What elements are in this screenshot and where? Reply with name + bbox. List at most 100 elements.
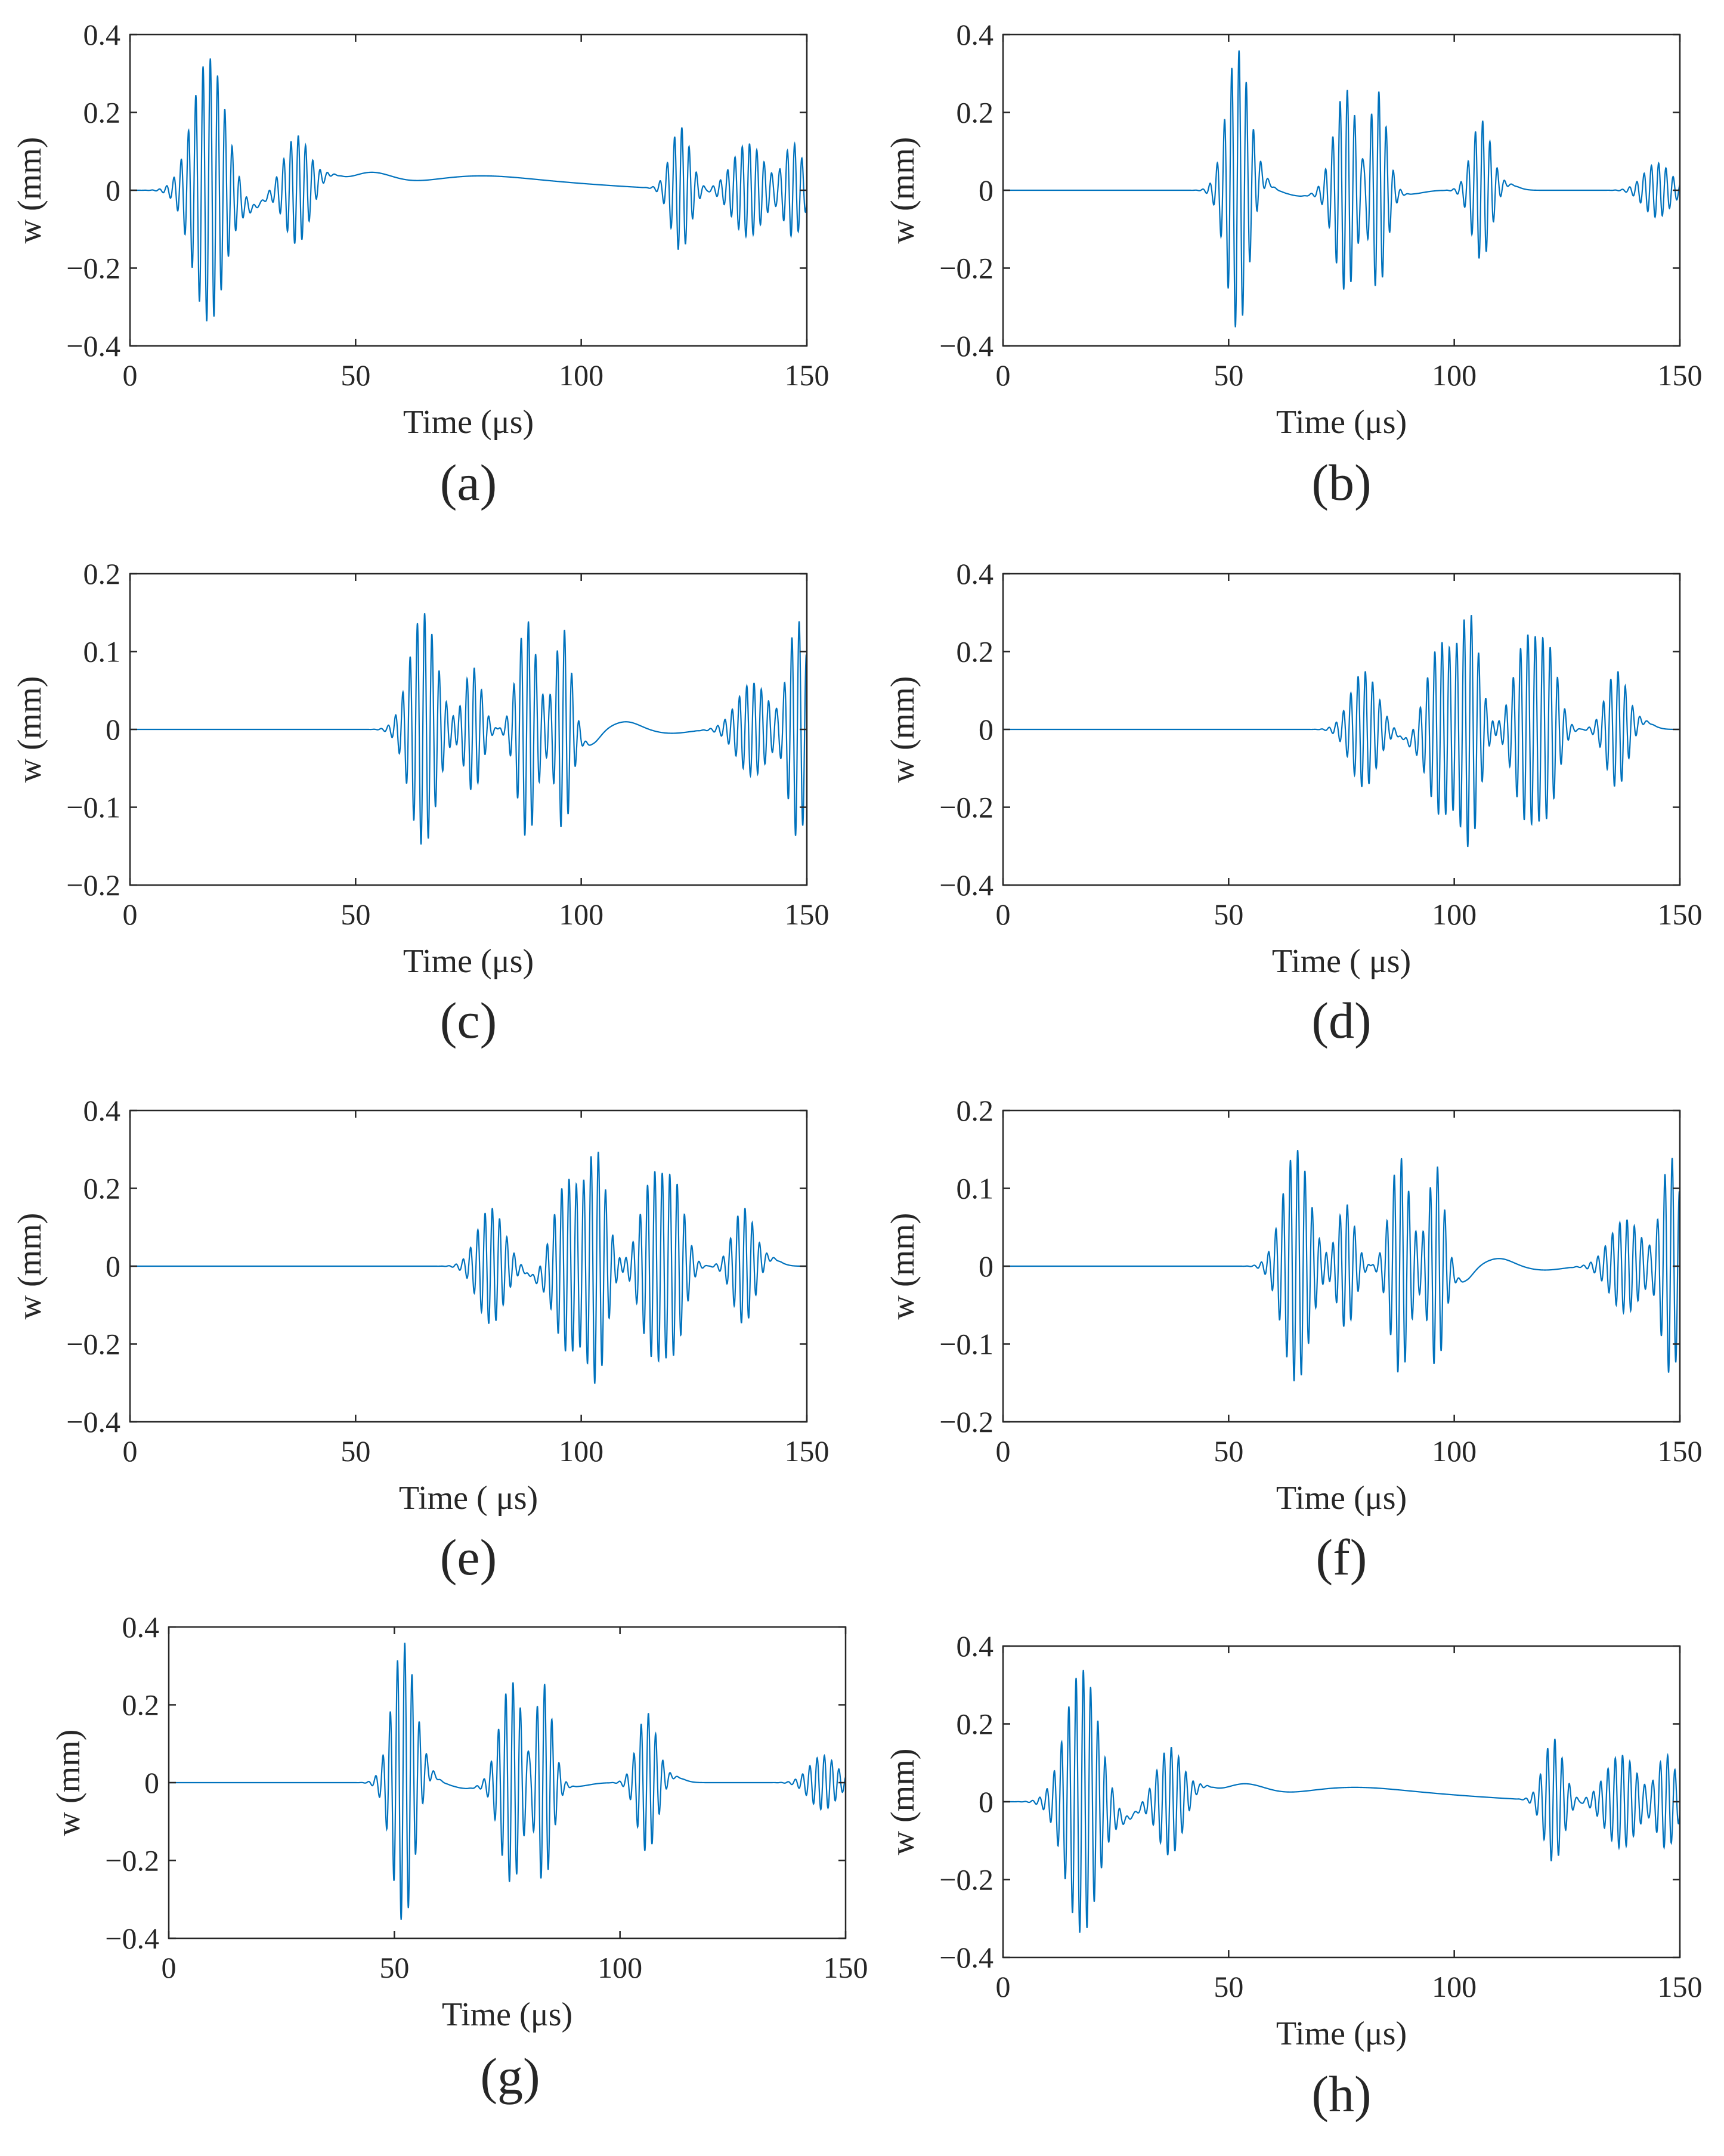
y-tick-label: −0.2 [939,1405,993,1439]
series-line-w [130,1152,807,1384]
y-tick-label: 0.2 [957,96,994,129]
x-tick-label: 50 [341,898,370,931]
y-tick-label: 0.4 [957,557,994,590]
x-axis-label: Time (μs) [1276,2015,1407,2052]
y-tick-label: 0.2 [957,635,994,669]
panel-caption: (b) [1311,454,1371,511]
x-tick-label: 50 [1214,898,1243,931]
y-tick-label: −0.2 [66,868,120,902]
x-axis-label: Time (μs) [442,1996,572,2033]
y-tick-label: 0.1 [83,635,121,669]
y-tick-label: 0 [144,1766,159,1799]
x-tick-label: 100 [559,358,603,392]
panel-d: 0 50 100 150 −0.4 −0.2 0 0.2 0.4 Time ( μs) w (mm)… [884,557,1703,1049]
y-tick-label: −0.4 [66,1405,120,1439]
x-axis-label: Time (μs) [403,943,534,980]
x-tick-label: 100 [1432,1970,1477,2003]
x-tick-label: 150 [1658,1434,1703,1468]
axes-box [1002,1645,1681,1959]
y-tick-label: 0.2 [83,96,121,129]
x-tick-label: 150 [1658,1970,1703,2003]
y-axis-label: w (mm) [884,137,921,244]
panel-a: 0 50 100 150 −0.4 −0.2 0 0.2 0.4 Time (μs) w (mm) (… [11,18,829,511]
x-tick-label: 0 [123,358,138,392]
x-tick-label: 100 [1432,1434,1477,1468]
series-line-w [1003,1150,1681,1382]
y-tick-label: 0.4 [957,1629,994,1663]
x-tick-label: 0 [996,358,1011,392]
y-tick-label: −0.1 [66,791,120,824]
x-tick-label: 50 [341,358,370,392]
panel-f: 0 50 100 150 −0.2 −0.1 0 0.1 0.2 Time (μs) w (mm) (… [884,1094,1703,1586]
x-tick-label: 0 [123,898,138,931]
y-axis-label: w (mm) [884,1213,921,1320]
x-tick-label: 100 [598,1951,642,1984]
y-tick-label: 0 [106,1249,120,1283]
series-line-w [130,613,808,845]
x-tick-label: 50 [1214,1970,1243,2003]
y-tick-label: 0.4 [83,18,121,51]
x-tick-label: 0 [996,898,1011,931]
panel-caption: (f) [1316,1529,1367,1586]
x-tick-label: 0 [996,1970,1011,2003]
y-tick-label: 0.1 [957,1172,994,1205]
y-tick-label: 0.2 [957,1708,994,1741]
y-axis-label: w (mm) [50,1730,87,1836]
series-line-w [1003,615,1680,847]
y-tick-label: −0.2 [105,1844,159,1877]
y-tick-label: 0.4 [122,1610,160,1644]
x-axis-label: Time (μs) [403,404,534,441]
y-tick-label: −0.4 [939,1941,993,1974]
x-tick-label: 0 [123,1434,138,1468]
y-tick-label: 0 [106,174,120,207]
y-tick-label: −0.4 [939,868,993,902]
y-tick-label: 0.4 [957,18,994,51]
panel-caption: (d) [1311,992,1371,1049]
x-tick-label: 50 [341,1434,370,1468]
y-tick-label: −0.2 [66,252,120,285]
x-tick-label: 50 [379,1951,409,1984]
panel-caption: (c) [440,992,497,1049]
panel-caption: (g) [480,2047,540,2105]
series-line-w [169,1642,847,1920]
x-tick-label: 100 [1432,898,1477,931]
y-tick-label: −0.2 [66,1328,120,1361]
panel-caption: (h) [1311,2065,1371,2123]
y-axis-label: w (mm) [884,1749,921,1855]
x-tick-label: 50 [1214,1434,1243,1468]
y-tick-label: 0.4 [83,1094,121,1127]
x-tick-label: 0 [162,1951,177,1984]
x-tick-label: 100 [1432,358,1477,392]
axes-box [129,33,808,347]
y-tick-label: −0.1 [939,1328,993,1361]
y-axis-label: w (mm) [11,1213,48,1320]
y-tick-label: 0.2 [83,1172,121,1205]
panel-caption: (e) [440,1529,497,1586]
y-tick-label: −0.4 [105,1922,159,1955]
x-axis-label: Time (μs) [1276,404,1407,441]
y-tick-label: 0 [979,1249,993,1283]
series-line-w [1003,50,1681,327]
x-tick-label: 0 [996,1434,1011,1468]
y-tick-label: −0.4 [939,329,993,363]
y-tick-label: 0.2 [957,1094,994,1127]
x-tick-label: 50 [1214,358,1243,392]
series-line-w [130,58,808,321]
x-tick-label: 100 [559,1434,603,1468]
x-axis-label: Time ( μs) [1272,943,1411,980]
y-tick-label: 0 [979,713,993,746]
y-tick-label: 0 [106,713,120,746]
panel-caption: (a) [440,454,497,511]
y-axis-label: w (mm) [884,676,921,783]
y-axis-label: w (mm) [11,676,48,783]
x-tick-label: 150 [1658,358,1703,392]
x-tick-label: 150 [785,898,829,931]
panel-b: 0 50 100 150 −0.4 −0.2 0 0.2 0.4 Time (μs) w (mm) (… [884,18,1703,511]
x-tick-label: 150 [785,358,829,392]
y-tick-label: 0 [979,1785,993,1818]
panel-h: 0 50 100 150 −0.4 −0.2 0 0.2 0.4 Time (μs) w (mm) (… [884,1629,1703,2123]
x-tick-label: 150 [1658,898,1703,931]
x-axis-label: Time ( μs) [399,1480,538,1517]
y-tick-label: 0.2 [122,1688,160,1722]
panel-c: 0 50 100 150 −0.2 −0.1 0 0.1 0.2 Time (μs) w (mm) (… [11,557,829,1049]
